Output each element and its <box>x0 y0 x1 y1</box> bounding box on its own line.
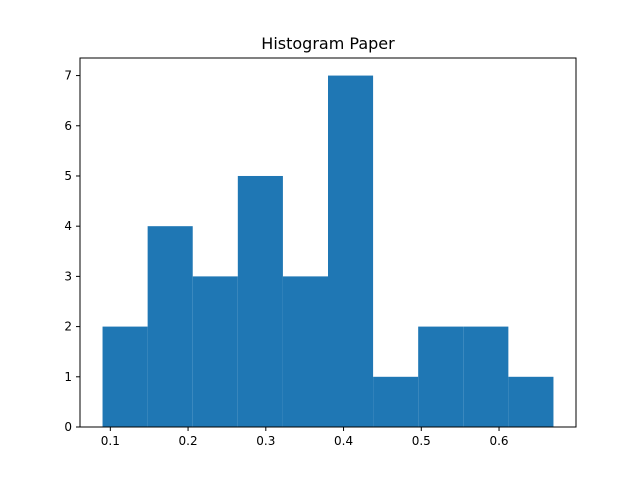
bars-layer <box>102 75 554 428</box>
x-tick-label-5: 0.5 <box>412 434 431 448</box>
x-tick-label-4: 0.4 <box>334 434 353 448</box>
x-tick-label-3: 0.3 <box>256 434 275 448</box>
y-tick-label-7: 6 <box>64 119 72 133</box>
histogram-bar-6 <box>328 75 374 428</box>
histogram-bar-3 <box>192 276 238 427</box>
y-tick-label-5: 4 <box>64 219 72 233</box>
histogram-bar-7 <box>373 376 419 427</box>
x-tick-label-6: 0.6 <box>489 434 508 448</box>
y-tick-label-3: 2 <box>64 320 72 334</box>
chart-title: Histogram Paper <box>261 34 395 53</box>
histogram-bar-5 <box>282 276 328 427</box>
y-tick-label-2: 1 <box>64 370 72 384</box>
y-tick-label-4: 3 <box>64 269 72 283</box>
x-tick-label-2: 0.2 <box>179 434 198 448</box>
plot-frame <box>79 57 577 428</box>
x-tick-label-1: 0.1 <box>101 434 120 448</box>
y-tick-label-6: 5 <box>64 169 72 183</box>
y-tick-label-1: 0 <box>64 420 72 434</box>
histogram-bar-4 <box>237 175 283 427</box>
y-axis-ticks: 0 1 2 3 4 5 6 7 <box>64 69 80 434</box>
histogram-bar-8 <box>418 326 464 427</box>
x-axis-ticks: 0.1 0.2 0.3 0.4 0.5 0.6 <box>101 427 509 448</box>
histogram-bar-9 <box>463 326 509 427</box>
y-tick-label-8: 7 <box>64 69 72 83</box>
histogram-bar-10 <box>508 376 554 427</box>
histogram-bar-2 <box>147 226 193 427</box>
histogram-bar-1 <box>102 326 148 427</box>
